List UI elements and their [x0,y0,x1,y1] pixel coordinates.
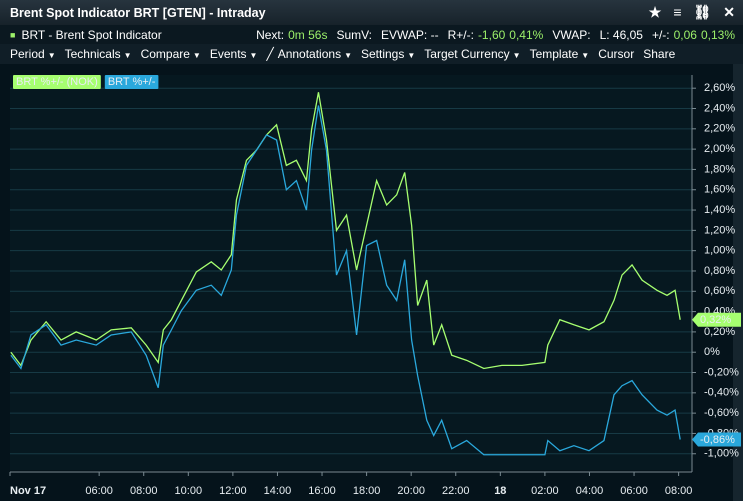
plot-area [10,75,692,470]
instrument-marker: ■ [10,29,16,40]
evwap: EVWAP: -- [381,27,439,42]
x-tick-label: 12:00 [219,485,247,497]
legend-item: BRT %+/- (NOK) [13,75,101,89]
menu-item[interactable]: Cursor [598,47,634,61]
x-tick-label: 20:00 [397,485,425,497]
last-value-tag [692,432,741,447]
x-tick-label: 18:00 [353,485,381,497]
y-tick-label: -0,20% [704,366,739,378]
y-tick-label: 0,80% [704,265,735,277]
y-tick-label: 1,40% [704,204,735,216]
menu-label: Annotations [277,47,342,61]
window-title: Brent Spot Indicator BRT [GTEN] - Intrad… [10,5,266,20]
x-tick-label: 08:00 [130,485,158,497]
last: L: 46,05 [599,27,643,42]
x-tick-label: Nov 17 [10,485,46,497]
chg-label: +/-: [651,27,670,42]
y-tick-label: 1,20% [704,224,735,236]
x-tick-label: 06:00 [620,485,648,497]
series-line [10,105,681,456]
legend-swatch [104,75,159,89]
last-value-label: 0,32% [700,314,731,326]
sumv: SumV: [336,27,373,42]
r-pct: 0,41% [509,27,544,42]
y-tick-label: 0,60% [704,285,735,297]
y-tick-label: -0,40% [704,387,739,399]
chart: 2,60% 2,40% 2,20% 2,00% 1,80% 1,60% 1,40% 1,20%… [0,64,743,501]
menu-label: Template [529,47,579,61]
menu-label: Settings [361,47,405,61]
menu-item[interactable]: Period ▼ [10,47,56,61]
menu-item[interactable]: ╱ Annotations ▼ [266,47,352,61]
series-line [10,92,681,370]
y-tick-label: 2,60% [704,82,735,94]
y-tick-label: 0,20% [704,326,735,338]
chg-pct: 0,13% [700,27,735,42]
y-tick-label: -1,00% [704,448,739,460]
legend-label: BRT %+/- (NOK) [16,76,98,88]
y-tick-label: 2,40% [704,102,735,114]
menu-item[interactable]: Events ▼ [209,47,258,61]
y-tick-label: -0,60% [704,407,739,419]
favorite-icon[interactable]: ★ [648,4,662,20]
menu-item[interactable]: Settings ▼ [361,47,416,61]
vwap: VWAP: [552,27,591,42]
x-tick-label: 04:00 [576,485,604,497]
menu-label: Events [209,47,247,61]
next-value: 0m 56s [288,27,328,42]
y-tick-label: 1,80% [704,163,735,175]
y-tick-label: 1,00% [704,245,735,257]
legend-label: BRT %+/- [108,76,156,88]
menu-item[interactable]: Template ▼ [529,47,590,61]
y-tick-label: 0% [704,346,720,358]
x-tick-label: 02:00 [531,485,559,497]
scrollbar[interactable] [733,64,743,501]
r-label: R+/-: [447,27,474,42]
menu-label: Period [10,47,45,61]
x-tick-label: 08:00 [665,485,693,497]
x-tick-label: 18 [494,485,506,497]
link-icon[interactable]: ⛓ [693,4,712,20]
menu-item[interactable]: Compare ▼ [140,47,201,61]
title-bar: Brent Spot Indicator BRT [GTEN] - Intrad… [0,0,743,25]
last-value-label: -0,86% [700,434,735,446]
x-tick-label: 14:00 [264,485,292,497]
chg: 0,06 [673,27,697,42]
menu-icon[interactable]: ≡ [673,4,682,20]
info-bar: ■ BRT - Brent Spot Indicator Next: 0m 56… [0,25,743,44]
menu-item[interactable]: Share [643,47,675,61]
close-icon[interactable]: ✕ [723,4,735,20]
menu-item[interactable]: Technicals ▼ [64,47,132,61]
y-tick-label: 2,00% [704,143,735,155]
legend-item: BRT %+/- [104,75,159,89]
last-value-tag [692,312,741,327]
menu-label: Target Currency [424,47,510,61]
instrument: BRT - Brent Spot Indicator [21,27,162,42]
menu-bar: Period ▼ Technicals ▼ Compare ▼ Events ▼ ╱ An… [0,44,743,64]
x-tick-label: 22:00 [442,485,470,497]
menu-item[interactable]: Target Currency ▼ [424,47,521,61]
next-label: Next: [256,27,285,42]
y-tick-label: 2,20% [704,123,735,135]
menu-label: Share [643,47,676,61]
menu-label: Technicals [64,47,121,61]
menu-label: Cursor [598,47,635,61]
legend-swatch [13,75,101,89]
menu-label: Compare [140,47,190,61]
x-tick-label: 16:00 [308,485,336,497]
r-change: -1,60 [477,27,506,42]
window-icons: ★ ≡ ⛓ ✕ [649,4,735,21]
x-tick-label: 06:00 [85,485,113,497]
x-tick-label: 10:00 [175,485,203,497]
y-tick-label: 1,60% [704,184,735,196]
